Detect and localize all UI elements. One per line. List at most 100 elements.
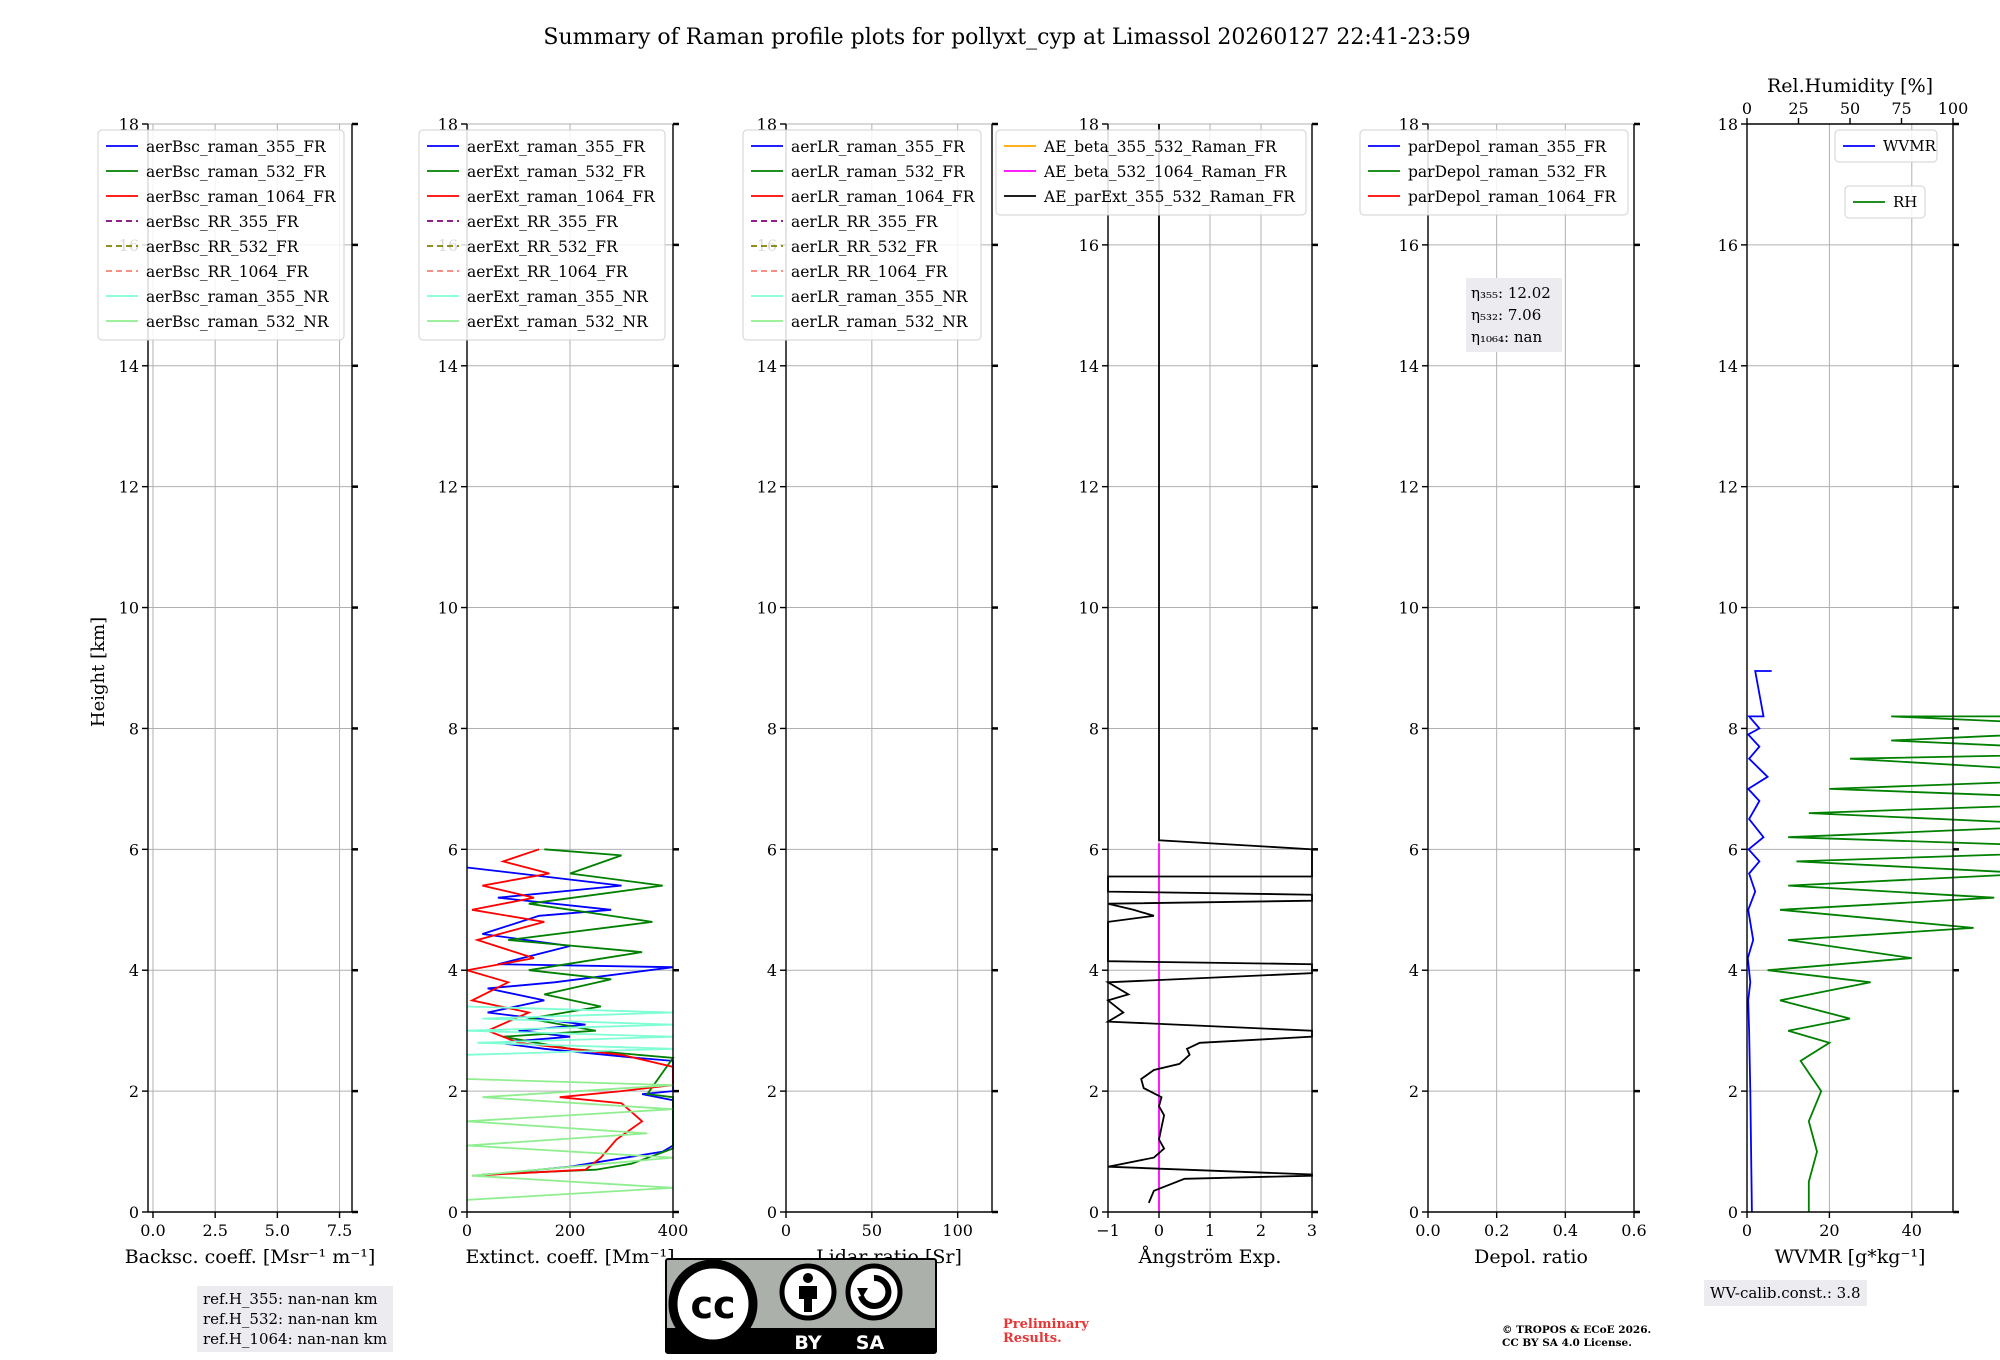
legend-box — [742, 129, 982, 341]
y-tick-label: 8 — [448, 719, 458, 738]
copyright-note: © TROPOS & ECoE 2026. CC BY SA 4.0 Licen… — [1502, 1324, 1651, 1350]
legend-label: aerBsc_raman_355_FR — [146, 138, 327, 156]
cc-icon — [668, 1259, 758, 1349]
y-tick-label: 8 — [129, 719, 139, 738]
ref-h-355: ref.H_355: nan-nan km — [203, 1290, 378, 1308]
y-tick-label: 2 — [767, 1082, 777, 1101]
x-tick-label: 0 — [1742, 1221, 1752, 1240]
series-line-aerExt_raman_1064_FR — [466, 848, 674, 1177]
legend-box — [1834, 129, 1938, 163]
legend-label: aerExt_raman_1064_FR — [467, 188, 656, 206]
x-tick-label: 0 — [781, 1221, 791, 1240]
x-tick-label: 1 — [1205, 1221, 1215, 1240]
x-tick-label: 3 — [1307, 1221, 1317, 1240]
y-tick-label: 6 — [129, 840, 139, 859]
legend-label: aerLR_raman_1064_FR — [791, 188, 976, 206]
x2-tick-label: 75 — [1891, 99, 1911, 118]
y-tick-label: 12 — [1399, 478, 1419, 497]
y-tick-label: 10 — [1718, 599, 1738, 618]
series-line-RH — [1767, 715, 2000, 1212]
legend-label: aerLR_raman_532_FR — [791, 163, 966, 181]
x-tick-label: 0.4 — [1553, 1221, 1578, 1240]
legend-label: parDepol_raman_532_FR — [1408, 163, 1608, 181]
eta-box — [1466, 278, 1562, 352]
eta-annotation: η₅₃₂: 7.06 — [1471, 306, 1541, 324]
y-tick-label: 14 — [1399, 357, 1419, 376]
y-tick-label: 12 — [438, 478, 458, 497]
legend-label: aerLR_raman_532_NR — [791, 313, 969, 331]
x-tick-label: 40 — [1902, 1221, 1922, 1240]
legend-label: parDepol_raman_355_FR — [1408, 138, 1608, 156]
ref-h-1064: ref.H_1064: nan-nan km — [203, 1330, 388, 1348]
x-axis-label: Extinct. coeff. [Mm⁻¹] — [465, 1246, 674, 1268]
legend-label: aerExt_RR_355_FR — [467, 213, 619, 231]
legend-label: aerBsc_raman_532_FR — [146, 163, 327, 181]
x-tick-label: 100 — [942, 1221, 973, 1240]
y-tick-label: 4 — [448, 961, 458, 980]
y-tick-label: 2 — [448, 1082, 458, 1101]
panel-5: 0.0 0.2 0.4 0.6 0 2 4 6 8 10 12 14 16 18 Depol. ratio p… — [1359, 115, 1647, 1268]
y-tick-label: 6 — [1409, 840, 1419, 859]
y-tick-label: 14 — [119, 357, 139, 376]
x2-tick-label: 25 — [1788, 99, 1808, 118]
copyright-line-1: © TROPOS & ECoE 2026. — [1502, 1324, 1652, 1336]
y-tick-label: 2 — [1089, 1082, 1099, 1101]
series-line-WVMR — [1746, 670, 1772, 1213]
ref-h-532: ref.H_532: nan-nan km — [203, 1310, 378, 1328]
x-tick-label: 7.5 — [327, 1221, 352, 1240]
x-tick-label: 2.5 — [202, 1221, 227, 1240]
y-tick-label: 10 — [1079, 599, 1099, 618]
y-tick-label: 10 — [438, 599, 458, 618]
legend-label: aerExt_raman_355_NR — [467, 288, 649, 306]
panels: 0.02.55.07.5024681012141618Backsc. coeff… — [97, 75, 2000, 1268]
x-tick-label: −1 — [1096, 1221, 1120, 1240]
legend-label: AE_parExt_355_532_Raman_FR — [1043, 188, 1296, 206]
x-tick-label: 0.0 — [140, 1221, 165, 1240]
legend-label: aerExt_RR_1064_FR — [467, 263, 629, 281]
reference-height-box: ref.H_355: nan-nan km ref.H_532: nan-nan… — [197, 1286, 394, 1352]
y-tick-label: 2 — [1409, 1082, 1419, 1101]
x-tick-label: 200 — [555, 1221, 586, 1240]
preliminary-line-2: Results. — [1003, 1331, 1062, 1346]
x-tick-label: 0.2 — [1484, 1221, 1509, 1240]
series-line-aerExt_raman_355_FR — [466, 866, 674, 1177]
y-tick-label: 18 — [119, 115, 139, 134]
y-tick-label: 12 — [757, 478, 777, 497]
y-tick-label: 6 — [1089, 840, 1099, 859]
eta-annotation: η₁₀₆₄: nan — [1471, 328, 1542, 346]
legend-box — [418, 129, 666, 341]
y-tick-label: 0 — [1089, 1203, 1099, 1222]
y-tick-label: 18 — [757, 115, 777, 134]
legend-label: WVMR — [1883, 137, 1937, 155]
y-tick-label: 12 — [119, 478, 139, 497]
y-tick-label: 16 — [1718, 236, 1738, 255]
y-tick-label: 18 — [438, 115, 458, 134]
eta-annotation: η₃₅₅: 12.02 — [1471, 284, 1551, 302]
y-tick-label: 8 — [1728, 719, 1738, 738]
y-tick-label: 14 — [438, 357, 458, 376]
legend-label: aerExt_raman_532_NR — [467, 313, 649, 331]
y-tick-label: 6 — [448, 840, 458, 859]
y-tick-label: 0 — [1409, 1203, 1419, 1222]
legend-label: aerExt_raman_355_FR — [467, 138, 646, 156]
y-tick-label: 4 — [1409, 961, 1419, 980]
x-axis-label: Backsc. coeff. [Msr⁻¹ m⁻¹] — [125, 1246, 376, 1268]
x-axis-label: WVMR [g*kg⁻¹] — [1775, 1246, 1926, 1268]
y-tick-label: 8 — [1089, 719, 1099, 738]
panel-3: 050100024681012141618Lidar ratio [Sr]aer… — [742, 115, 998, 1268]
y-tick-label: 18 — [1718, 115, 1738, 134]
legend-label: aerLR_RR_532_FR — [791, 238, 939, 256]
x-tick-label: 20 — [1819, 1221, 1839, 1240]
y-tick-label: 18 — [1399, 115, 1419, 134]
legend-label: AE_beta_532_1064_Raman_FR — [1043, 163, 1288, 181]
x-axis-label: Ångström Exp. — [1138, 1246, 1282, 1268]
y-tick-label: 0 — [767, 1203, 777, 1222]
legend-box — [97, 129, 345, 341]
panel-1: 0.02.55.07.5024681012141618Backsc. coeff… — [97, 115, 376, 1268]
preliminary-note: Preliminary Results. — [1003, 1318, 1089, 1346]
legend-label: aerBsc_RR_355_FR — [146, 213, 300, 231]
y-tick-label: 12 — [1718, 478, 1738, 497]
x-tick-label: 400 — [658, 1221, 689, 1240]
y-tick-label: 14 — [1079, 357, 1099, 376]
legend-label: parDepol_raman_1064_FR — [1408, 188, 1617, 206]
